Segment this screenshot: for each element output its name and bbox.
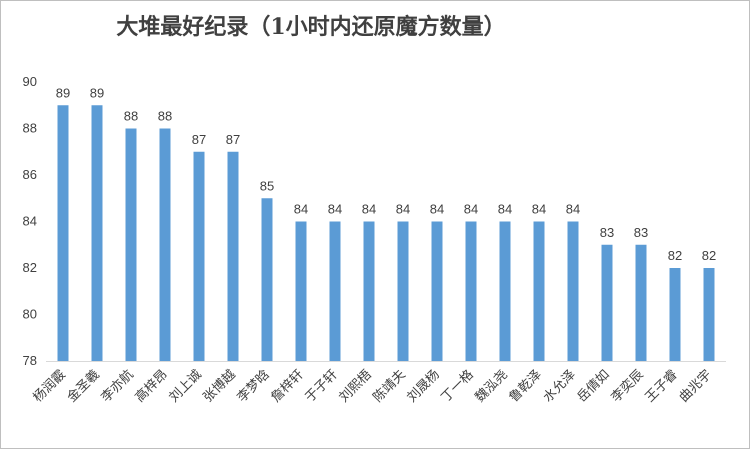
bar	[499, 221, 511, 361]
category-label: 李梦晗	[234, 367, 273, 406]
category-label: 刘上诚	[167, 367, 205, 405]
data-label: 84	[566, 202, 580, 217]
bar	[57, 105, 69, 361]
bar	[227, 151, 239, 361]
data-label: 84	[328, 202, 342, 217]
y-tick-label: 86	[23, 167, 37, 182]
data-label: 84	[430, 202, 444, 217]
bar	[261, 198, 273, 361]
category-label: 刘晟杨	[405, 367, 443, 405]
data-label: 84	[362, 202, 376, 217]
category-label: 鲁乾泽	[507, 367, 545, 405]
bar	[397, 221, 409, 361]
data-label: 88	[124, 109, 138, 124]
data-label: 84	[532, 202, 546, 217]
bar	[567, 221, 579, 361]
chart-title: 大堆最好纪录（1小时内还原魔方数量）	[116, 14, 506, 40]
data-label: 84	[464, 202, 478, 217]
bar	[159, 128, 171, 361]
bar	[601, 244, 613, 361]
category-label: 魏泓尧	[473, 367, 511, 405]
bar	[635, 244, 647, 361]
bar	[193, 151, 205, 361]
category-label: 高梓昂	[132, 367, 171, 406]
bar	[703, 268, 715, 361]
y-tick-label: 80	[23, 307, 37, 322]
category-label: 刘熙梧	[337, 367, 375, 405]
data-label: 82	[702, 248, 716, 263]
category-label: 张博越	[201, 367, 239, 405]
bar	[91, 105, 103, 361]
category-label: 李亦航	[98, 367, 137, 406]
category-label: 水允泽	[540, 367, 579, 406]
data-label: 85	[260, 178, 274, 193]
category-label: 詹梓轩	[269, 367, 307, 405]
bar	[295, 221, 307, 361]
data-label: 88	[158, 109, 172, 124]
category-label: 陈靖夫	[370, 367, 409, 406]
category-label: 王子睿	[643, 367, 681, 405]
data-label: 87	[192, 132, 206, 147]
data-label: 89	[90, 85, 104, 100]
bar	[329, 221, 341, 361]
category-label: 丁一格	[438, 367, 477, 406]
category-label: 曲兆宇	[677, 367, 715, 405]
data-label: 89	[56, 85, 70, 100]
category-label: 岳倩如	[574, 367, 613, 406]
y-tick-label: 84	[23, 214, 37, 229]
y-tick-label: 88	[23, 121, 37, 136]
bar	[363, 221, 375, 361]
bar	[465, 221, 477, 361]
data-label: 87	[226, 132, 240, 147]
data-label: 84	[396, 202, 410, 217]
bar	[669, 268, 681, 361]
category-label: 李奕辰	[608, 367, 647, 406]
data-label: 84	[498, 202, 512, 217]
bar	[125, 128, 137, 361]
bar	[431, 221, 443, 361]
data-label: 83	[600, 225, 614, 240]
data-label: 82	[668, 248, 682, 263]
category-label: 杨润霰	[31, 367, 69, 405]
y-tick-label: 82	[23, 260, 37, 275]
y-tick-label: 90	[23, 74, 37, 89]
data-label: 83	[634, 225, 648, 240]
bar	[533, 221, 545, 361]
y-tick-label: 78	[23, 353, 37, 368]
category-label: 金圣羲	[64, 367, 103, 406]
data-label: 84	[294, 202, 308, 217]
category-label: 于子轩	[303, 367, 341, 405]
